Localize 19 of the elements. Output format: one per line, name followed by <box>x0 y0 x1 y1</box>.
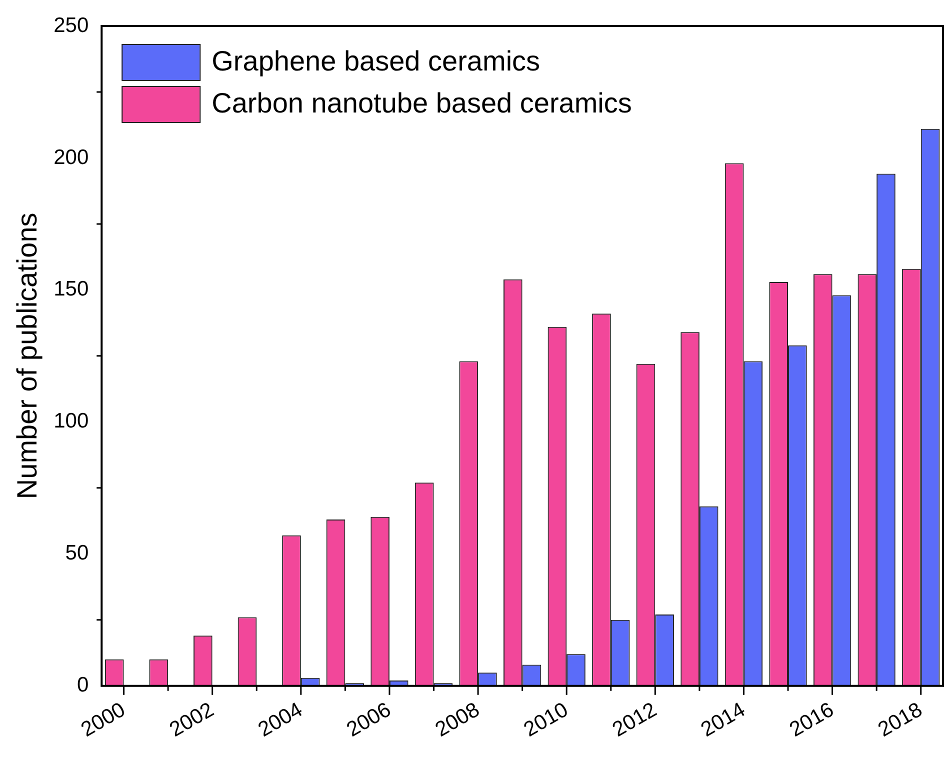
y-tick-label: 250 <box>54 14 89 37</box>
x-tick-label: 2012 <box>608 698 661 742</box>
x-tick-label: 2016 <box>786 698 838 742</box>
legend-label: Carbon nanotube based ceramics <box>212 88 632 119</box>
x-tick-label: 2000 <box>77 698 130 742</box>
y-tick-label: 50 <box>65 542 89 565</box>
x-tick-label: 2018 <box>874 698 926 742</box>
x-tick-label: 2014 <box>697 698 750 742</box>
legend-label: Graphene based ceramics <box>212 46 540 77</box>
y-tick-label: 0 <box>76 674 89 697</box>
x-tick-label: 2002 <box>166 698 218 742</box>
y-tick-label: 100 <box>54 410 89 433</box>
x-tick-label: 2010 <box>520 698 572 742</box>
y-tick-label: 200 <box>54 146 89 169</box>
x-tick-label: 2008 <box>431 698 484 742</box>
x-tick-label: 2006 <box>342 698 395 742</box>
y-tick-label: 150 <box>54 278 89 301</box>
x-tick-label: 2004 <box>254 698 307 742</box>
y-axis-title: Number of publications <box>12 212 43 500</box>
